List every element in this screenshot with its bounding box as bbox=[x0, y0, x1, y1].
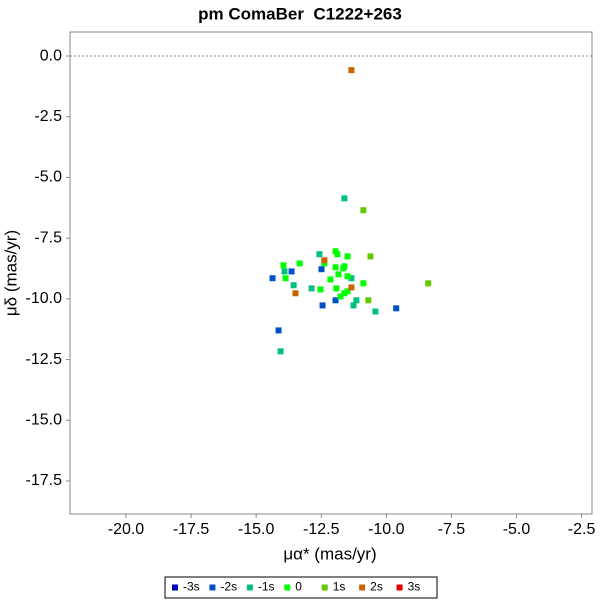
point bbox=[344, 288, 351, 295]
x-axis-label: μα* (mas/yr) bbox=[283, 544, 376, 563]
point bbox=[321, 260, 328, 267]
point bbox=[341, 263, 348, 270]
x-tick-label: -10.0 bbox=[368, 521, 405, 538]
point bbox=[353, 297, 360, 304]
legend-label: 0 bbox=[295, 580, 302, 594]
point bbox=[344, 273, 351, 280]
point bbox=[318, 266, 325, 273]
legend-label: 2s bbox=[370, 580, 383, 594]
point bbox=[288, 268, 295, 275]
y-tick-label: -2.5 bbox=[34, 108, 62, 125]
x-tick-label: -17.5 bbox=[173, 521, 210, 538]
point bbox=[393, 305, 400, 312]
point bbox=[341, 195, 348, 202]
legend-marker bbox=[359, 584, 366, 591]
x-tick-label: -7.5 bbox=[438, 521, 466, 538]
point bbox=[334, 251, 341, 258]
y-tick-label: -10.0 bbox=[26, 290, 63, 307]
point bbox=[308, 285, 315, 292]
point bbox=[333, 285, 340, 292]
point bbox=[344, 253, 351, 260]
point bbox=[348, 275, 355, 282]
point bbox=[281, 268, 288, 275]
point bbox=[319, 302, 326, 309]
point bbox=[321, 257, 328, 264]
chart-title: pm ComaBer C1222+263 bbox=[198, 4, 402, 23]
point bbox=[341, 290, 348, 297]
point bbox=[350, 302, 357, 309]
point bbox=[282, 275, 289, 282]
point bbox=[280, 262, 287, 269]
legend-label: -3s bbox=[183, 580, 200, 594]
x-tick-label: -15.0 bbox=[238, 521, 275, 538]
point bbox=[296, 260, 303, 267]
point bbox=[360, 207, 367, 214]
point bbox=[425, 280, 432, 287]
point bbox=[277, 348, 284, 355]
point bbox=[367, 253, 374, 260]
point bbox=[337, 293, 344, 300]
legend-label: -1s bbox=[258, 580, 275, 594]
point bbox=[290, 282, 297, 289]
point bbox=[317, 286, 324, 293]
legend-box bbox=[164, 576, 438, 599]
plot-frame bbox=[69, 31, 593, 515]
point bbox=[335, 271, 342, 278]
x-tick-label: -12.5 bbox=[303, 521, 340, 538]
point bbox=[372, 308, 379, 315]
y-tick-label: -12.5 bbox=[26, 351, 63, 368]
legend-marker bbox=[396, 584, 403, 591]
y-axis-label: μδ (mas/yr) bbox=[1, 230, 20, 316]
legend-marker bbox=[172, 584, 178, 591]
point bbox=[360, 280, 367, 287]
legend-marker bbox=[284, 584, 291, 591]
legend-marker bbox=[246, 584, 253, 591]
point bbox=[365, 297, 372, 304]
point bbox=[316, 251, 323, 258]
legend-marker bbox=[321, 584, 328, 591]
point bbox=[269, 275, 276, 282]
x-tick-label: -20.0 bbox=[108, 521, 145, 538]
legend-label: 3s bbox=[408, 580, 421, 594]
y-tick-label: -5.0 bbox=[34, 169, 62, 186]
legend-label: 1s bbox=[333, 580, 346, 594]
point bbox=[332, 264, 339, 271]
point bbox=[275, 327, 282, 334]
y-tick-label: -15.0 bbox=[26, 411, 63, 428]
y-tick-label: 0.0 bbox=[40, 47, 62, 64]
legend-marker bbox=[209, 584, 216, 591]
y-tick-label: -17.5 bbox=[26, 472, 63, 489]
point bbox=[348, 67, 355, 74]
point bbox=[327, 276, 334, 283]
y-tick-label: -7.5 bbox=[34, 229, 62, 246]
point bbox=[332, 297, 339, 304]
point bbox=[348, 284, 355, 291]
point bbox=[292, 290, 299, 297]
legend-label: -2s bbox=[220, 580, 237, 594]
x-tick-label: -5.0 bbox=[503, 521, 531, 538]
x-tick-label: -2.5 bbox=[568, 521, 596, 538]
